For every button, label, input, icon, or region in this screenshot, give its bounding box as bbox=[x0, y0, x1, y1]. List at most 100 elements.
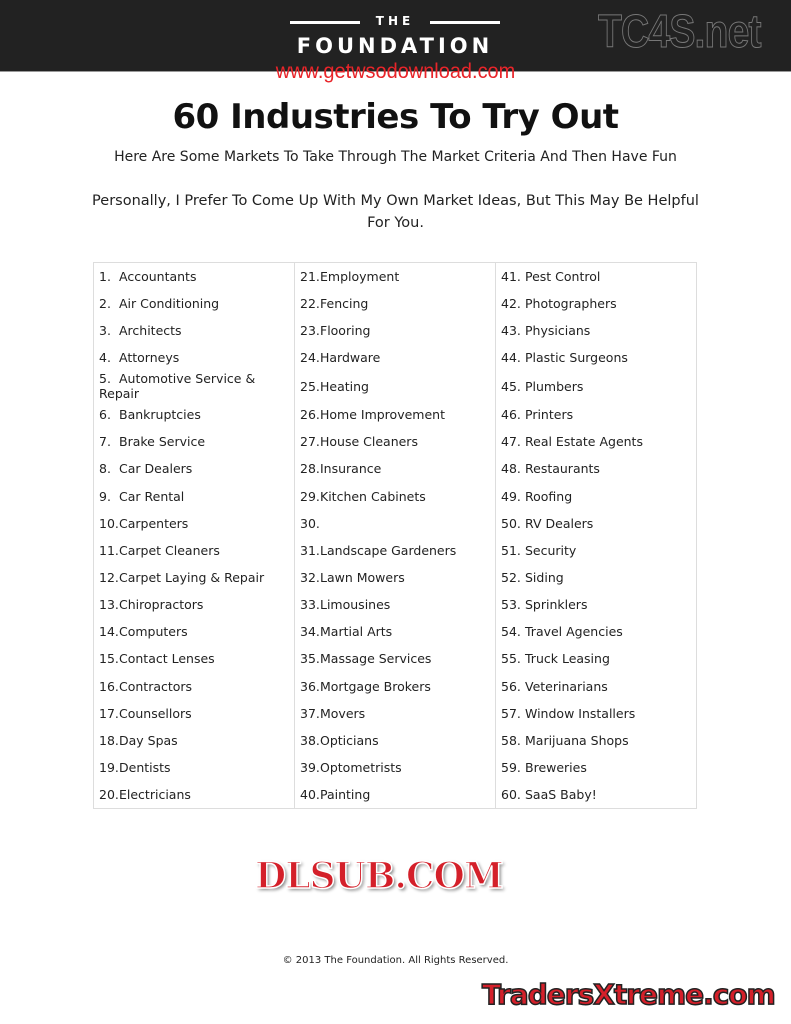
item-label: Kitchen Cabinets bbox=[320, 488, 426, 504]
item-number: 34. bbox=[300, 624, 320, 640]
industry-item: 34.Martial Arts bbox=[294, 618, 496, 646]
industry-item: 44. Plastic Surgeons bbox=[495, 343, 697, 372]
item-label: Accountants bbox=[119, 268, 197, 284]
item-number: 32. bbox=[300, 569, 320, 585]
industry-item: 6. Bankruptcies bbox=[93, 401, 295, 429]
industry-item: 58. Marijuana Shops bbox=[495, 726, 697, 754]
industry-item: 23.Flooring bbox=[294, 316, 496, 344]
item-label: Home Improvement bbox=[320, 407, 445, 423]
item-label: Car Rental bbox=[119, 488, 185, 504]
item-label: Car Dealers bbox=[119, 461, 193, 477]
industry-item: 36.Mortgage Brokers bbox=[294, 672, 496, 700]
table-row: 16.Contractors 36.Mortgage Brokers 56. Vete… bbox=[93, 672, 697, 700]
industry-item: 33.Limousines bbox=[294, 591, 496, 619]
note-line-2: For You. bbox=[367, 215, 424, 231]
item-label: Plastic Surgeons bbox=[525, 349, 628, 365]
industry-item: 16.Contractors bbox=[93, 672, 295, 700]
item-number: 53. bbox=[501, 597, 521, 613]
item-label: Computers bbox=[119, 624, 188, 640]
item-number: 3. bbox=[99, 322, 111, 338]
item-number: 48. bbox=[501, 461, 521, 477]
item-label: Automotive Service & Repair bbox=[99, 371, 256, 402]
item-number: 8. bbox=[99, 461, 111, 477]
watermark-tc4s: TC4S.net bbox=[598, 5, 762, 58]
item-label: Window Installers bbox=[525, 705, 636, 721]
logo-the: THE bbox=[375, 14, 415, 28]
item-label: Lawn Mowers bbox=[320, 569, 405, 585]
item-label: Truck Leasing bbox=[525, 651, 610, 667]
item-number: 36. bbox=[300, 678, 320, 694]
item-label: Brake Service bbox=[119, 434, 206, 450]
item-label: Heating bbox=[320, 378, 369, 394]
table-row: 4. Attorneys 24.Hardware 44. Plastic Surgeon… bbox=[93, 343, 697, 372]
industry-item: 1. Accountants bbox=[93, 261, 295, 290]
table-row: 18.Day Spas 38.Opticians 58. Marijuana Shop… bbox=[93, 726, 697, 754]
industry-item: 17.Counsellors bbox=[93, 699, 295, 727]
industry-item: 7. Brake Service bbox=[93, 428, 295, 456]
item-number: 11. bbox=[99, 542, 119, 558]
item-label: Siding bbox=[525, 569, 564, 585]
subtitle: Here Are Some Markets To Take Through Th… bbox=[114, 149, 677, 165]
industry-item: 25.Heating bbox=[294, 371, 496, 402]
item-label: Pest Control bbox=[525, 268, 601, 284]
item-number: 24. bbox=[300, 349, 320, 365]
item-label: Breweries bbox=[525, 759, 587, 775]
item-number: 50. bbox=[501, 515, 521, 531]
industry-item: 42. Photographers bbox=[495, 289, 697, 317]
item-number: 29. bbox=[300, 488, 320, 504]
item-label: Security bbox=[525, 542, 577, 558]
watermark-tradersxtreme: TradersXtreme.com bbox=[481, 977, 776, 1012]
industry-item: 39.Optometrists bbox=[294, 753, 496, 782]
item-label: Carpet Laying & Repair bbox=[119, 569, 265, 585]
item-label: Insurance bbox=[320, 461, 382, 477]
industry-item: 59. Breweries bbox=[495, 753, 697, 782]
item-label: Real Estate Agents bbox=[525, 434, 643, 450]
item-number: 26. bbox=[300, 407, 320, 423]
item-number: 44. bbox=[501, 349, 521, 365]
item-number: 13. bbox=[99, 597, 119, 613]
industry-item: 21.Employment bbox=[294, 261, 496, 290]
table-row: 13.Chiropractors 33.Limousines 53. Sprinkle… bbox=[93, 591, 697, 619]
table-row: 6. Bankruptcies 26.Home Improvement 46. Prin… bbox=[93, 401, 697, 429]
item-number: 51. bbox=[501, 542, 521, 558]
item-number: 42. bbox=[501, 295, 521, 311]
item-number: 22. bbox=[300, 295, 320, 311]
item-label: Limousines bbox=[320, 597, 391, 613]
industry-item: 18.Day Spas bbox=[93, 726, 295, 754]
industry-item: 37.Movers bbox=[294, 699, 496, 727]
item-label: Plumbers bbox=[525, 378, 584, 394]
table-row: 15.Contact Lenses 35.Massage Services 55. T… bbox=[93, 645, 697, 673]
industry-item: 10.Carpenters bbox=[93, 509, 295, 537]
item-number: 28. bbox=[300, 461, 320, 477]
industry-item: 47. Real Estate Agents bbox=[495, 428, 697, 456]
industry-item: 38.Opticians bbox=[294, 726, 496, 754]
industry-item: 60. SaaS Baby! bbox=[495, 781, 697, 809]
page-title: 60 Industries To Try Out bbox=[172, 97, 619, 137]
note-line-1: Personally, I Prefer To Come Up With My … bbox=[92, 193, 699, 209]
item-number: 12. bbox=[99, 569, 119, 585]
item-label: Dentists bbox=[119, 759, 171, 775]
item-label: SaaS Baby! bbox=[525, 786, 597, 802]
item-label: Marijuana Shops bbox=[525, 732, 629, 748]
item-number: 2. bbox=[99, 295, 111, 311]
item-number: 9. bbox=[99, 488, 111, 504]
item-number: 7. bbox=[99, 434, 111, 450]
industry-item: 35.Massage Services bbox=[294, 645, 496, 673]
item-label: RV Dealers bbox=[525, 515, 594, 531]
industry-item: 48. Restaurants bbox=[495, 455, 697, 483]
industry-item: 55. Truck Leasing bbox=[495, 645, 697, 673]
item-label: Architects bbox=[119, 322, 182, 338]
item-label: Attorneys bbox=[119, 349, 180, 365]
item-label: Optometrists bbox=[320, 759, 402, 775]
item-number: 40. bbox=[300, 786, 320, 802]
item-number: 21. bbox=[300, 268, 320, 284]
item-number: 57. bbox=[501, 705, 521, 721]
item-number: 27. bbox=[300, 434, 320, 450]
item-number: 54. bbox=[501, 624, 521, 640]
table-row: 3. Architects 23.Flooring 43. Physicians bbox=[93, 316, 697, 344]
item-number: 35. bbox=[300, 651, 320, 667]
industry-item: 9. Car Rental bbox=[93, 482, 295, 510]
table-row: 14.Computers 34.Martial Arts 54. Travel Age… bbox=[93, 618, 697, 646]
item-label: Painting bbox=[320, 786, 371, 802]
industry-item: 57. Window Installers bbox=[495, 699, 697, 727]
